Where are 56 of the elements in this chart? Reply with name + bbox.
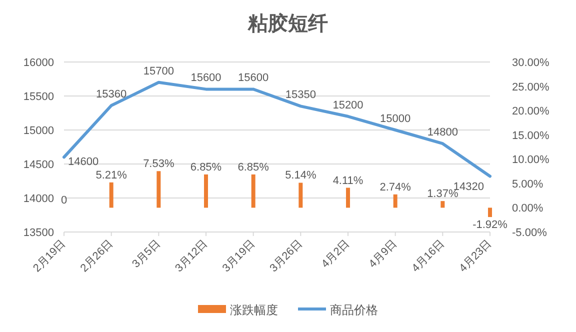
line-series xyxy=(62,80,492,178)
y-tick-label: 13500 xyxy=(23,227,54,239)
data-label: 5.14% xyxy=(285,170,316,182)
y2-tick-label: 15.00% xyxy=(512,130,550,142)
x-tick-label: 2月19日 xyxy=(31,238,68,275)
data-label: 7.53% xyxy=(143,158,174,170)
data-label: 4.11% xyxy=(332,174,364,187)
y2-tick-label: 25.00% xyxy=(512,81,550,94)
data-label: 5.21% xyxy=(96,169,128,182)
bar xyxy=(346,188,350,208)
y2-tick-label: 5.00% xyxy=(512,178,544,190)
y2-tick-label: 10.00% xyxy=(512,154,550,166)
bar xyxy=(440,201,445,208)
data-label: 15350 xyxy=(285,89,316,102)
chart-title: 粘胶短纤 xyxy=(247,12,328,35)
data-label: -1.92% xyxy=(472,219,508,232)
data-label: 14800 xyxy=(427,126,458,139)
legend-label: 涨跌幅度 xyxy=(230,303,278,317)
data-label: 15000 xyxy=(380,113,411,125)
data-label: 15700 xyxy=(143,65,174,78)
bar xyxy=(298,182,303,208)
y-tick-label: 15500 xyxy=(23,91,54,103)
bar xyxy=(109,182,114,208)
y-tick-label: 15000 xyxy=(23,125,54,137)
bar xyxy=(204,174,208,208)
x-tick-label: 3月26日 xyxy=(268,238,305,275)
data-label: 1.37% xyxy=(427,188,458,200)
x-tick-label: 4月23日 xyxy=(457,238,494,275)
data-label: 6.85% xyxy=(238,161,270,174)
bar xyxy=(251,174,256,208)
x-tick-label: 3月5日 xyxy=(130,238,163,270)
data-label: 15200 xyxy=(332,99,364,112)
data-label: 0 xyxy=(60,194,68,207)
x-tick-label: 4月2日 xyxy=(319,238,352,270)
y-tick-label: 14000 xyxy=(23,193,54,205)
data-label: 15360 xyxy=(96,88,127,101)
data-label: 6.85% xyxy=(190,161,222,174)
y2-tick-label: 20.00% xyxy=(512,106,550,118)
bar xyxy=(393,194,398,208)
data-label: 15600 xyxy=(190,72,222,84)
data-label: 2.74% xyxy=(380,181,412,194)
bar xyxy=(156,171,161,208)
data-label: 15600 xyxy=(238,72,269,84)
y2-tick-label: 0.00% xyxy=(512,202,544,215)
x-tick-label: 3月19日 xyxy=(220,238,258,275)
x-tick-label: 3月12日 xyxy=(173,238,210,275)
y2-tick-label: 30.00% xyxy=(512,57,550,69)
legend-label: 商品价格 xyxy=(330,303,378,317)
x-tick-label: 2月26日 xyxy=(78,238,116,275)
x-tick-label: 4月16日 xyxy=(410,238,447,275)
y-tick-label: 14500 xyxy=(23,159,54,171)
bar xyxy=(488,208,492,218)
y-tick-label: 16000 xyxy=(23,57,54,69)
y2-tick-label: -5.00% xyxy=(512,227,548,239)
data-label: 14600 xyxy=(68,156,99,168)
x-tick-label: 4月9日 xyxy=(366,238,400,270)
